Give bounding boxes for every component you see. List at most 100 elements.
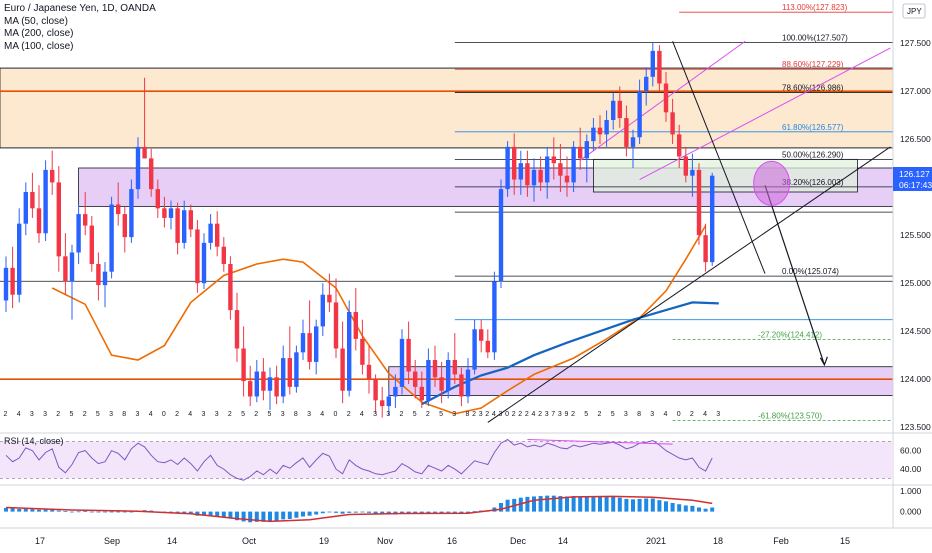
candle-body — [459, 374, 464, 397]
candle-body — [446, 360, 451, 391]
event-marker: 5 — [96, 411, 100, 418]
price-badge-price: 126.127 — [899, 169, 930, 179]
event-marker: 2 — [4, 411, 8, 418]
macd-bar — [406, 511, 411, 514]
macd-bar — [10, 508, 15, 512]
macd-bar — [538, 496, 543, 512]
macd-bar — [657, 500, 662, 512]
macd-bar — [690, 505, 695, 512]
fib-label-0: 113.00%(127.823) — [782, 3, 848, 12]
candle-body — [287, 358, 292, 387]
chart-title: Euro / Japanese Yen, 1D, OANDA — [4, 3, 156, 14]
rsi-band — [0, 441, 893, 479]
macd-bar — [208, 511, 213, 516]
candle-body — [413, 371, 418, 387]
x-tick-label: 18 — [713, 536, 723, 546]
macd-bar — [373, 511, 378, 514]
trendline-3 — [672, 41, 766, 274]
candle-body — [261, 371, 266, 391]
candle-body — [129, 189, 134, 238]
macd-bar — [670, 503, 675, 512]
x-tick-label: 19 — [319, 536, 329, 546]
candle-body — [3, 267, 9, 301]
rsi-tick-label: 60.00 — [900, 446, 922, 456]
candle-body — [281, 358, 286, 397]
candle-body — [690, 169, 695, 176]
x-tick-label: 17 — [35, 536, 45, 546]
candle-body — [630, 137, 636, 147]
event-marker: 4 — [188, 411, 192, 418]
x-tick-label: 14 — [558, 536, 568, 546]
event-marker: 4 — [664, 411, 668, 418]
candle-body — [624, 118, 629, 147]
candle-body — [10, 267, 15, 295]
candle-body — [135, 146, 141, 190]
event-marker: 3 — [650, 411, 654, 418]
candle-body — [83, 214, 88, 226]
legend-ma200[interactable]: MA (200, close) — [4, 28, 74, 39]
projection-arrow-head — [819, 356, 828, 367]
event-marker: 5 — [413, 411, 417, 418]
x-tick-label: 16 — [447, 536, 457, 546]
price-badge-time: 06:17:43 — [899, 180, 932, 190]
event-marker: 3 — [136, 411, 140, 418]
candle-body — [551, 156, 556, 164]
macd-bar — [294, 511, 299, 518]
candle-body — [294, 352, 299, 387]
macd-bar — [624, 498, 629, 512]
candle-body — [50, 169, 55, 183]
candle-body — [637, 91, 642, 138]
candle-body — [175, 208, 180, 243]
event-marker: 0 — [505, 411, 509, 418]
event-marker: 3 — [386, 411, 390, 418]
event-marker: 2 — [598, 411, 602, 418]
macd-bar — [472, 511, 477, 512]
y-tick-label: 124.500 — [900, 326, 931, 336]
candle-body — [307, 333, 312, 362]
macd-bar — [103, 511, 107, 513]
event-marker: 9 — [565, 411, 569, 418]
macd-bar — [23, 508, 28, 512]
macd-bar — [89, 511, 94, 513]
macd-bar — [17, 508, 22, 512]
candle-body — [221, 246, 226, 264]
event-marker: 0 — [334, 411, 338, 418]
event-marker: 2 — [347, 411, 351, 418]
fib-label-9: -61.80%(123.570) — [758, 411, 822, 420]
fib-label-8: -27.20%(124.412) — [758, 331, 822, 340]
macd-bar — [248, 511, 253, 523]
candle-body — [657, 50, 662, 84]
event-marker: 3 — [479, 411, 483, 418]
event-marker: 2 — [571, 411, 575, 418]
macd-bar — [677, 504, 682, 512]
y-tick-label: 125.000 — [900, 278, 931, 288]
fib-label-2: 88.60%(127.229) — [782, 60, 844, 69]
macd-bar — [327, 511, 332, 513]
candle-body — [512, 146, 517, 180]
macd-bar — [4, 507, 8, 512]
macd-bar — [241, 511, 246, 522]
macd-bar — [664, 501, 668, 512]
macd-bar — [301, 511, 305, 517]
candle-body — [366, 364, 372, 380]
legend-ma50[interactable]: MA (50, close) — [4, 15, 68, 27]
legend-ma100[interactable]: MA (100, close) — [4, 40, 74, 52]
event-marker: 3 — [307, 411, 311, 418]
rsi-tick-label: 40.00 — [900, 464, 922, 474]
macd-bar — [499, 503, 503, 512]
macd-bar — [545, 495, 550, 512]
candle-body — [23, 192, 28, 224]
x-tick-label: Sep — [104, 536, 120, 546]
macd-bar — [353, 511, 358, 513]
macd-bar — [466, 511, 470, 513]
event-marker: 5 — [584, 411, 588, 418]
event-marker: 3 — [499, 411, 503, 418]
candle-body — [314, 326, 319, 362]
y-tick-label: 127.500 — [900, 38, 931, 48]
event-marker: 4 — [149, 411, 153, 418]
candle-body — [380, 400, 385, 407]
zone-0 — [0, 67, 894, 149]
event-marker: 4 — [703, 411, 707, 418]
macd-bar — [129, 511, 134, 513]
